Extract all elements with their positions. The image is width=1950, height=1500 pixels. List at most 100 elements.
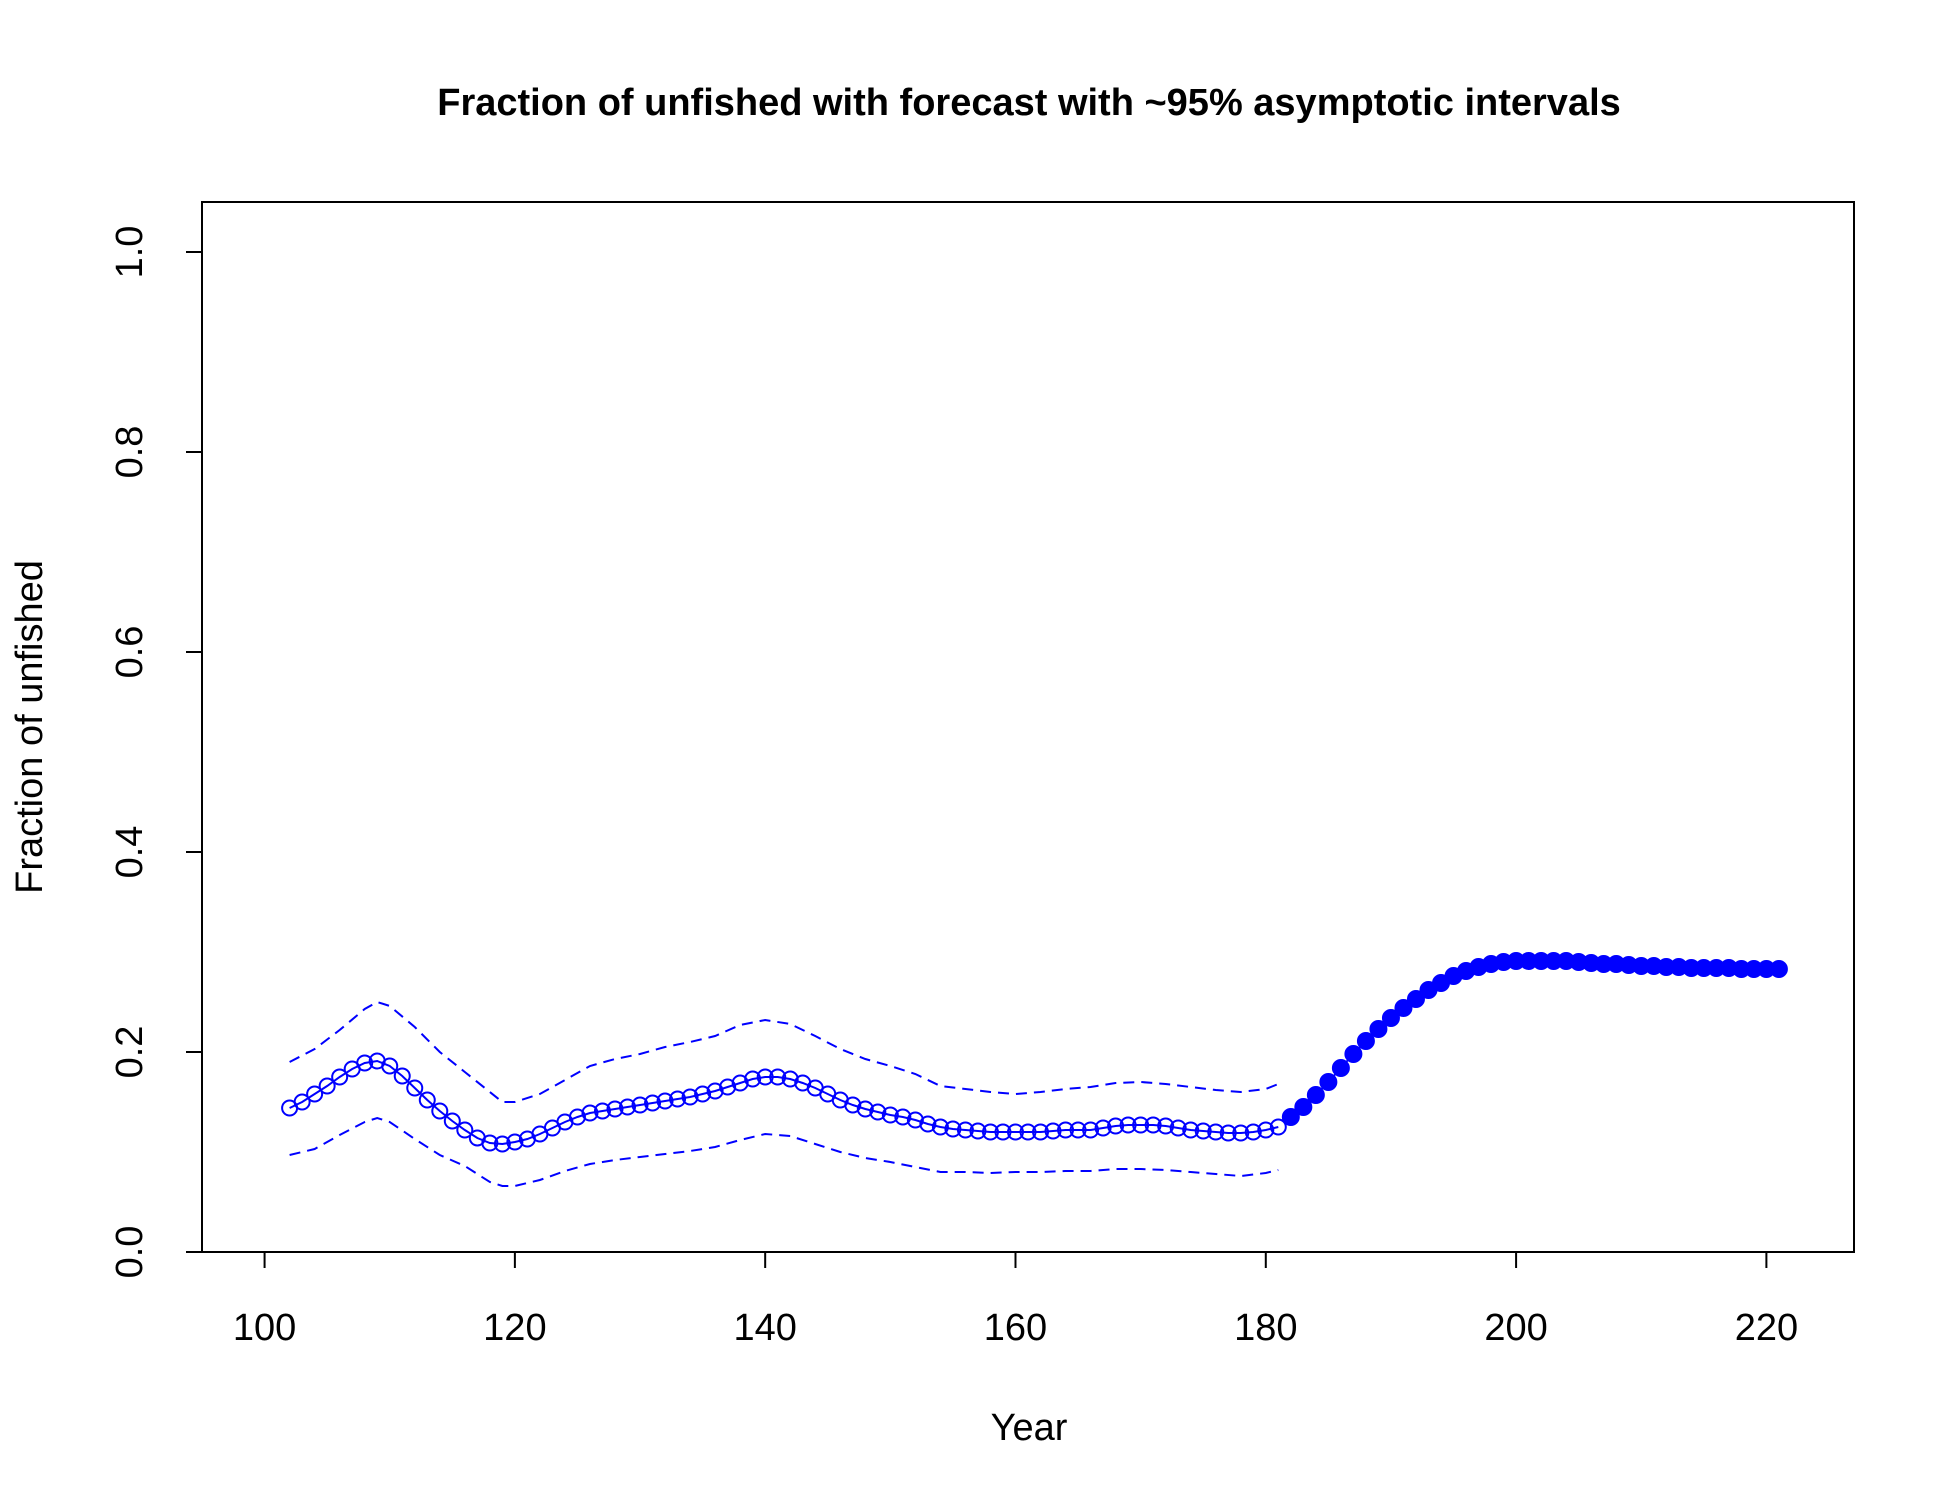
series-estimate-point	[769, 1068, 787, 1086]
series-estimate-point	[493, 1135, 511, 1153]
series-estimate-point	[406, 1079, 424, 1097]
series-estimate-point	[706, 1082, 724, 1100]
series-forecast-point	[1331, 1059, 1350, 1077]
series-estimate-point	[306, 1085, 324, 1103]
x-tick-label: 220	[1735, 1307, 1798, 1349]
series-estimate-point	[1257, 1121, 1275, 1139]
series-estimate-point	[719, 1078, 737, 1096]
y-tick-label: 0.2	[109, 1026, 151, 1079]
y-tick-label: 1.0	[109, 226, 151, 279]
series-estimate-point	[593, 1102, 611, 1120]
plot-frame	[201, 201, 1855, 1253]
y-tick-label: 0.6	[109, 626, 151, 679]
y-axis-label: Fraction of unfished	[9, 560, 51, 894]
series-estimate-point	[581, 1104, 599, 1122]
series-estimate-point	[418, 1091, 436, 1109]
series-forecast-point	[1306, 1086, 1325, 1104]
series-estimate-point	[1032, 1123, 1050, 1141]
series-estimate-point	[456, 1121, 474, 1139]
series-estimate-point	[1044, 1122, 1062, 1140]
series-estimate-point	[506, 1133, 524, 1151]
series-forecast-point	[1394, 999, 1413, 1017]
series-estimate-point	[894, 1108, 912, 1126]
series-estimate-point	[931, 1118, 949, 1136]
series-forecast-point	[1356, 1032, 1375, 1050]
series-estimate-point	[856, 1100, 874, 1118]
x-axis: 100 120 140 160 180 200 220	[233, 1251, 1798, 1349]
series-estimate-point	[381, 1057, 399, 1075]
series-estimate-point	[656, 1092, 674, 1110]
series-estimate-point	[318, 1077, 336, 1095]
x-axis-label: Year	[991, 1407, 1068, 1449]
series-estimate-point	[944, 1120, 962, 1138]
series-estimate-point	[1107, 1117, 1125, 1135]
series-estimate-point	[331, 1068, 349, 1086]
series-estimate-point	[1069, 1121, 1087, 1139]
series-estimate-point	[606, 1100, 624, 1118]
y-tick-label: 0.8	[109, 426, 151, 479]
series-estimate-point	[356, 1054, 374, 1072]
series-estimate-line	[289, 1059, 1279, 1146]
x-tick-label: 100	[233, 1307, 296, 1349]
series-estimate-point	[869, 1103, 887, 1121]
series-estimate-point	[393, 1067, 411, 1085]
x-tick-label: 160	[984, 1307, 1047, 1349]
series-estimate-point	[844, 1096, 862, 1114]
x-tick-label: 180	[1234, 1307, 1297, 1349]
series-estimate-point	[293, 1093, 311, 1111]
series-estimate-point	[619, 1098, 637, 1116]
series-estimate-point	[731, 1074, 749, 1092]
series-upper-95-line	[289, 1000, 1279, 1103]
series-estimate-point	[994, 1123, 1012, 1141]
series-layer	[281, 952, 1788, 1187]
series-estimate-point	[1057, 1121, 1075, 1139]
series-forecast-point	[1369, 1020, 1388, 1038]
series-estimate-point	[644, 1094, 662, 1112]
series-estimate-point	[1019, 1123, 1037, 1141]
series-estimate-point	[956, 1121, 974, 1139]
series-forecast-point	[1769, 960, 1788, 978]
series-estimate-point	[1157, 1117, 1175, 1135]
series-forecast-point	[1344, 1045, 1363, 1063]
series-estimate-point	[1232, 1124, 1250, 1142]
series-estimate-point	[1094, 1119, 1112, 1137]
series-forecast-point	[1294, 1098, 1313, 1116]
series-estimate-point	[631, 1096, 649, 1114]
y-tick-label: 0.4	[109, 826, 151, 879]
series-estimate-point	[1219, 1124, 1237, 1142]
series-estimate-point	[919, 1115, 937, 1133]
series-estimate-point	[1006, 1123, 1024, 1141]
series-forecast-point	[1406, 990, 1425, 1008]
series-estimate-point	[1169, 1119, 1187, 1137]
series-estimate-point	[1269, 1118, 1287, 1136]
series-estimate-point	[694, 1085, 712, 1103]
series-estimate-point	[1132, 1116, 1150, 1134]
series-estimate-point	[781, 1070, 799, 1088]
x-tick-label: 140	[733, 1307, 796, 1349]
series-forecast-point	[1281, 1108, 1300, 1126]
series-forecast-point	[1319, 1073, 1338, 1091]
series-estimate-point	[1082, 1121, 1100, 1139]
series-estimate-point	[906, 1111, 924, 1129]
series-estimate-point	[568, 1108, 586, 1126]
series-estimate-point	[981, 1123, 999, 1141]
series-estimate-point	[744, 1070, 762, 1088]
y-tick-label: 0.0	[109, 1226, 151, 1279]
series-estimate-point	[1207, 1123, 1225, 1141]
series-estimate-point	[1119, 1116, 1137, 1134]
series-estimate-point	[969, 1122, 987, 1140]
series-estimate-point	[481, 1134, 499, 1152]
series-estimate-point	[1244, 1123, 1262, 1141]
series-estimate-point	[431, 1102, 449, 1120]
series-estimate-point	[1182, 1121, 1200, 1139]
series-estimate-point	[669, 1090, 687, 1108]
series-estimate-point	[756, 1068, 774, 1086]
series-estimate-point	[881, 1106, 899, 1124]
chart-title: Fraction of unfished with forecast with …	[437, 82, 1621, 124]
x-tick-label: 200	[1484, 1307, 1547, 1349]
series-lower-95-line	[289, 1116, 1279, 1187]
x-tick-label: 120	[483, 1307, 546, 1349]
series-forecast-point	[1381, 1009, 1400, 1027]
y-axis: 0.0 0.2 0.4 0.6 0.8 1.0	[109, 226, 203, 1279]
